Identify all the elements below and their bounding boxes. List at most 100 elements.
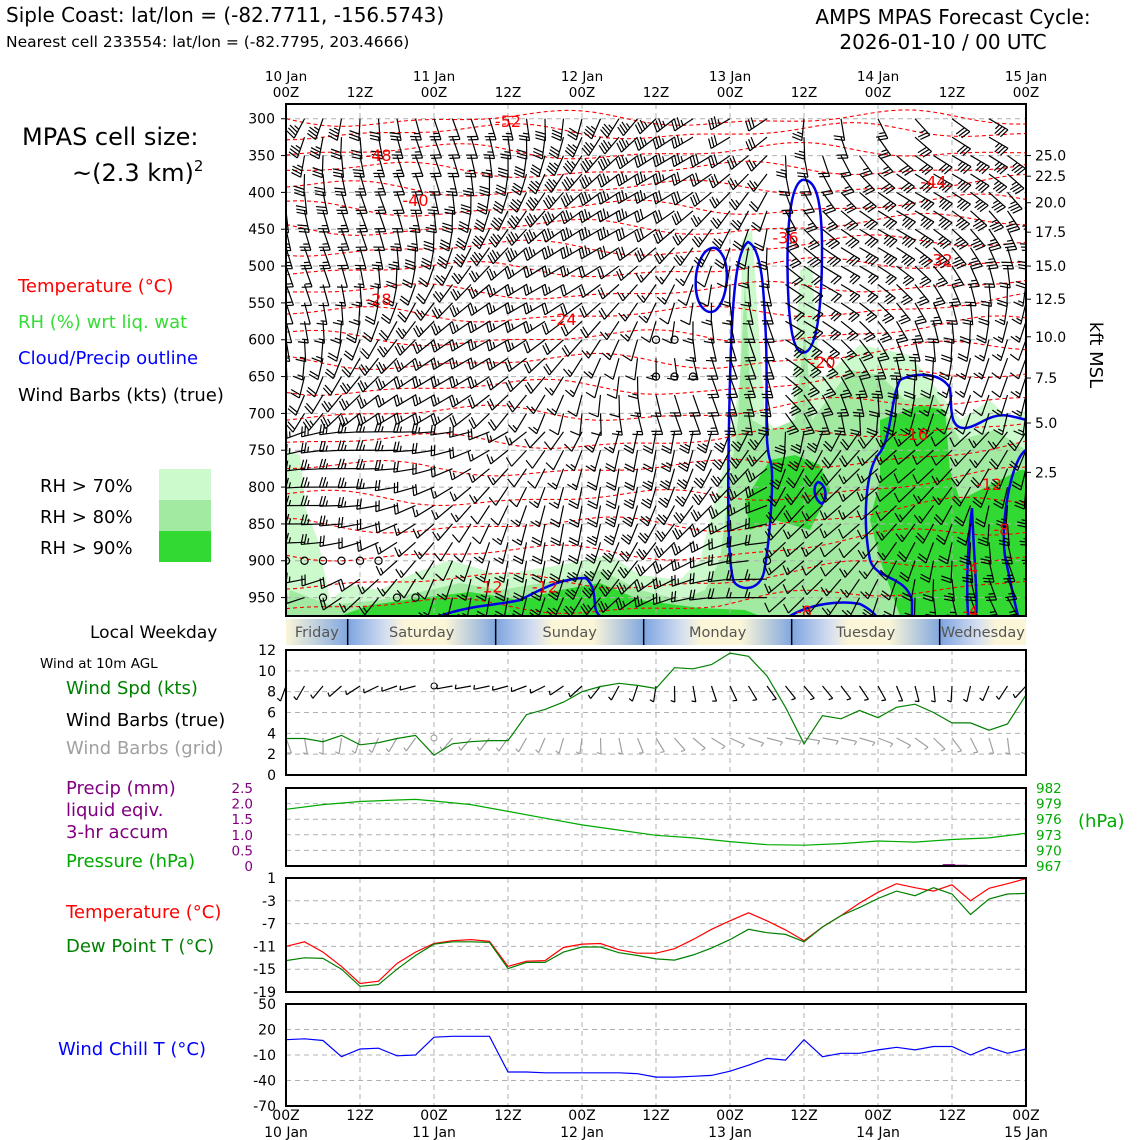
wind-barb-743 xyxy=(787,450,805,472)
wind-barb-331 xyxy=(655,265,675,285)
bottom-hour-label-5: 12Z xyxy=(642,1108,669,1124)
wind-barb-222 xyxy=(933,210,953,230)
wind-barb-363 xyxy=(486,283,509,298)
isotherm-2 xyxy=(286,141,1026,160)
wind-barb-906 xyxy=(764,523,786,541)
wind-barb-864 xyxy=(745,501,768,514)
wind-barb-555 xyxy=(290,376,306,399)
wind-barb-233 xyxy=(373,229,386,251)
wind-barb-637 xyxy=(338,412,361,428)
wind-barb-465 xyxy=(877,320,893,343)
wind-barb-426 xyxy=(914,302,927,325)
wind-barb-790 xyxy=(893,468,916,484)
wind-barb-87 xyxy=(689,153,712,168)
wind-barb-1029 xyxy=(901,579,916,602)
wind-barb-781 xyxy=(727,468,749,486)
wind10-barb-39 xyxy=(995,685,1009,700)
calm-marker-layer xyxy=(286,335,772,602)
wind-barb-740 xyxy=(729,449,749,469)
wind-barb-560 xyxy=(375,376,398,391)
wind-barb-1058 xyxy=(725,587,749,599)
legend-cloud: Cloud/Precip outline xyxy=(18,348,198,369)
wind-barb-509 xyxy=(957,339,972,362)
wind-barb-619 xyxy=(785,394,802,417)
wind-barb-95 xyxy=(859,155,873,178)
grid-barb-layer xyxy=(285,734,1027,755)
legend-rh80-swatch xyxy=(159,500,211,531)
bottom-hour-label-1: 12Z xyxy=(346,1108,373,1124)
legend-dewpoint-series: Dew Point T (°C) xyxy=(66,936,214,957)
kft-tick-label-0: 25.0 xyxy=(1035,149,1066,165)
pressure-tick-1: 979 xyxy=(1036,797,1062,813)
wind-barb-1013 xyxy=(598,578,620,597)
weekday-gradient xyxy=(286,619,1026,645)
wind-barb-1000 xyxy=(357,578,379,595)
wind-barb-252 xyxy=(712,228,731,250)
wind-barb-961 xyxy=(375,560,398,576)
wind-barb-9 xyxy=(448,118,461,141)
wind-barb-242 xyxy=(523,228,546,245)
wind-barb-167 xyxy=(652,190,675,205)
wind-barb-606 xyxy=(526,394,546,415)
wind-barb-102 xyxy=(988,155,1009,175)
wind-barb-783 xyxy=(769,468,787,490)
wind-barb-375 xyxy=(719,284,731,308)
wind-barb-18 xyxy=(600,118,620,138)
wind-barb-283 xyxy=(523,246,546,261)
wind-barb-466 xyxy=(895,321,909,344)
grid-barb-11 xyxy=(476,737,490,751)
wind-barb-60 xyxy=(914,136,933,158)
kft-tick-label-6: 10.0 xyxy=(1035,330,1066,346)
wind-barb-362 xyxy=(468,284,490,300)
wind-barb-371 xyxy=(636,284,657,304)
wind-barb-907 xyxy=(782,523,805,540)
wind-barb-208 xyxy=(652,209,675,224)
wind-barb-723 xyxy=(411,442,435,455)
wind-barb-373 xyxy=(677,284,694,306)
wind-barb-48 xyxy=(564,136,583,158)
wind-barb-970 xyxy=(549,560,565,583)
calm-marker-6 xyxy=(318,593,328,602)
wind-barb-320 xyxy=(451,265,472,285)
wind-barb-652 xyxy=(632,413,644,436)
wind-barb-614 xyxy=(688,394,701,417)
grid-barb-14 xyxy=(535,737,546,754)
isotherm-label-12: -4 xyxy=(963,559,979,578)
wind-barb-176 xyxy=(840,191,857,214)
wind-barb-526 xyxy=(504,357,527,372)
wind-barb-831 xyxy=(893,486,916,503)
pressure-tick-0: 982 xyxy=(1036,781,1062,797)
isotherm-label-5: -32 xyxy=(927,250,953,269)
wind-barb-651 xyxy=(611,413,623,436)
wind-barb-857 xyxy=(622,505,639,528)
wind10-barb-29 xyxy=(822,685,834,701)
wind-barb-73 xyxy=(447,155,460,178)
pressure-tick-3: 973 xyxy=(1036,828,1062,844)
wind-barb-695 xyxy=(661,431,676,455)
wind-barb-556 xyxy=(306,376,324,398)
wind-barb-896 xyxy=(586,523,602,546)
td-tick-1: -3 xyxy=(262,894,276,910)
wind-barb-97 xyxy=(896,155,914,176)
wind-barb-697 xyxy=(696,431,713,454)
wind-barb-1023 xyxy=(782,578,805,595)
wind-barb-788 xyxy=(856,468,879,484)
wind-barb-138 xyxy=(896,173,915,194)
wind-barb-709 xyxy=(912,431,934,447)
wind-barb-6 xyxy=(389,118,402,141)
wind-barb-691 xyxy=(584,431,602,453)
wind-barb-656 xyxy=(707,413,719,436)
wind-barb-141 xyxy=(951,173,972,193)
wind-barb-833 xyxy=(932,486,953,506)
wind-barb-947 xyxy=(764,541,786,558)
td-tick-5: -19 xyxy=(253,985,276,1001)
wind-barb-124 xyxy=(615,172,638,187)
td-tick-2: -7 xyxy=(262,917,276,933)
wind-barb-56 xyxy=(745,136,768,152)
p-tick-label-600: 600 xyxy=(248,333,275,349)
wind-barb-981 xyxy=(764,560,786,576)
wind-barb-1030 xyxy=(922,579,935,602)
top-date-label-2: 11 Jan xyxy=(413,69,455,85)
wind-barb-575 xyxy=(726,376,739,399)
wind-barb-243 xyxy=(541,228,564,243)
